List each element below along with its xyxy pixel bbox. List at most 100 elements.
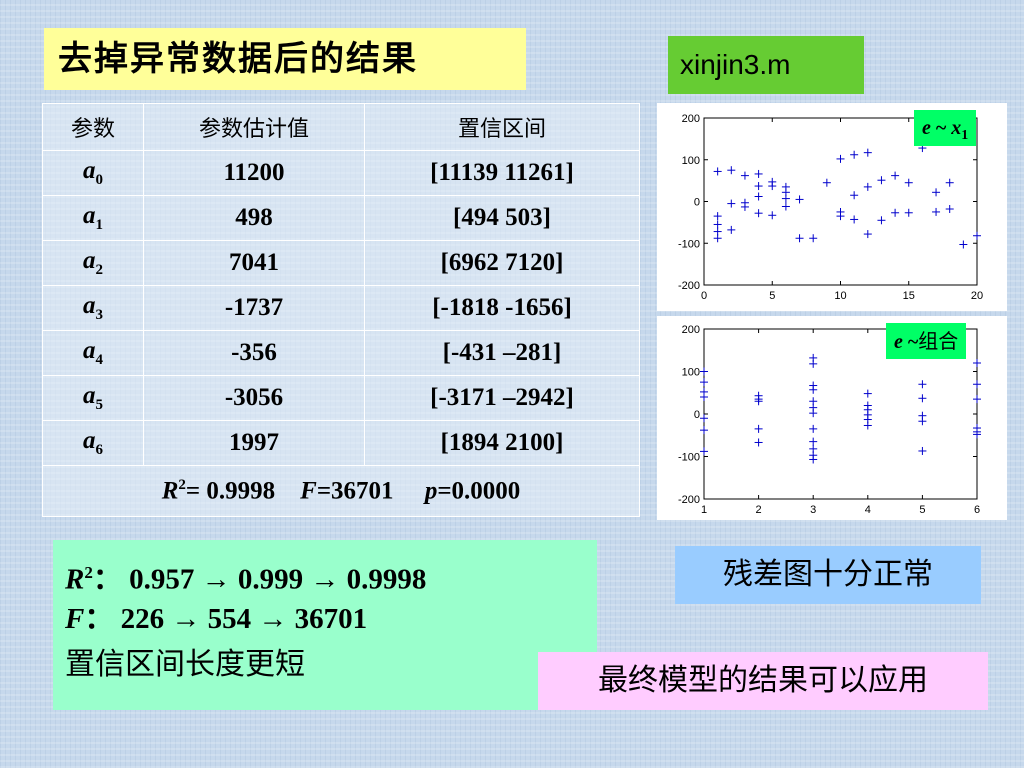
data-point-plus (713, 167, 722, 176)
y-tick-label: 100 (682, 367, 700, 379)
data-point-plus (836, 212, 845, 221)
r2-value: = 0.9998 (185, 477, 276, 505)
ci-cell: [11139 11261] (364, 150, 640, 196)
ci-cell: [494 503] (364, 195, 640, 241)
estimate-cell: 1997 (143, 420, 365, 466)
data-point-plus (877, 176, 886, 185)
data-point-plus (973, 430, 981, 439)
estimate-cell: -1737 (143, 285, 365, 331)
data-point-plus (809, 359, 818, 368)
data-point-plus (700, 447, 708, 456)
data-point-plus (850, 191, 859, 200)
param-subscript: 5 (95, 397, 104, 413)
table-row: a4 -356 [-431 –281] (42, 330, 640, 376)
y-tick-label: 0 (694, 409, 700, 421)
data-point-plus (877, 216, 886, 225)
param-symbol: a (83, 337, 96, 364)
param-name-cell: a3 (42, 285, 144, 331)
residual-plot-combo: 1 2 3 4 5 6 -200 -100 0 100 200 (657, 316, 1007, 520)
param-name-cell: a6 (42, 420, 144, 466)
y-tick-label: -200 (678, 494, 700, 506)
y-tick-label: 200 (682, 113, 700, 125)
residual-plot-x1-tag: e ~ x1 (914, 110, 977, 146)
x-tick-label: 4 (865, 504, 871, 516)
y-tick-label: -100 (678, 238, 700, 250)
data-point-plus (904, 208, 913, 217)
estimate-cell: -356 (143, 330, 365, 376)
y-tick-label: 100 (682, 155, 700, 167)
f-comparison: F： 226 → 554 → 36701 (65, 596, 585, 642)
p-symbol: p (424, 477, 438, 505)
data-point-plus (891, 208, 900, 217)
data-point-plus (713, 227, 722, 236)
tag1-x-sub: 1 (961, 128, 969, 143)
table-row: a6 1997 [1894 2100] (42, 420, 640, 466)
data-point-plus (973, 359, 981, 367)
data-point-plus (713, 234, 722, 243)
data-point-plus (713, 212, 722, 221)
r2-comparison: R2： 0.957 → 0.999 → 0.9998 (65, 550, 585, 596)
tag2-e: e (894, 331, 903, 353)
tag2-cn: 组合 (918, 329, 959, 353)
param-symbol: a (83, 247, 96, 274)
table-row: a0 11200 [11139 11261] (42, 150, 640, 196)
data-point-plus (700, 367, 708, 376)
x-tick-label: 10 (834, 290, 846, 302)
data-point-plus (891, 171, 900, 180)
param-subscript: 1 (95, 217, 104, 233)
data-point-plus (754, 209, 763, 218)
comparison-box: R2： 0.957 → 0.999 → 0.9998 F： 226 → 554 … (53, 540, 597, 710)
data-point-plus (863, 421, 872, 430)
x-tick-label: 5 (919, 504, 925, 516)
data-point-plus (768, 182, 777, 191)
data-point-plus (918, 380, 927, 389)
param-subscript: 6 (95, 442, 104, 458)
data-point-plus (973, 380, 981, 389)
parameter-table: 参数 参数估计值 置信区间 a0 11200 [11139 11261] a1 498[… (42, 103, 640, 517)
x-tick-label: 3 (810, 504, 816, 516)
table-row: a3 -1737 [-1818 -1656] (42, 285, 640, 331)
data-point-plus (973, 395, 981, 404)
data-point-plus (781, 202, 790, 211)
r2-symbol: R (161, 477, 179, 505)
tag1-tilde: ~ (930, 117, 952, 139)
tag1-x: x (951, 117, 962, 139)
data-point-plus (781, 194, 790, 203)
data-point-plus (973, 231, 981, 240)
table-row: a5 -3056 [-3171 –2942] (42, 375, 640, 421)
estimate-cell: -3056 (143, 375, 365, 421)
x-tick-label: 20 (971, 290, 983, 302)
residual-plot-combo-tag: e ~组合 (886, 323, 967, 359)
ci-cell: [6962 7120] (364, 240, 640, 286)
data-point-plus (945, 205, 954, 214)
cmp-r2-sup: 2 (84, 563, 93, 582)
data-point-plus (822, 178, 831, 187)
data-point-plus (754, 182, 763, 191)
param-name-cell: a2 (42, 240, 144, 286)
x-tick-label: 2 (756, 504, 762, 516)
data-point-plus (795, 234, 804, 243)
table-row: a1 498 [494 503] (42, 195, 640, 241)
data-point-plus (918, 446, 927, 455)
data-point-plus (918, 394, 927, 403)
cmp-r2-text: ： 0.957 → 0.999 → 0.9998 (92, 563, 427, 596)
x-tick-label: 5 (769, 290, 775, 302)
param-symbol: a (83, 427, 96, 454)
residual-plot-x1-svg: 0 5 10 15 20 -200 -100 0 100 200 (678, 113, 983, 302)
param-subscript: 2 (95, 262, 104, 278)
data-point-plus (918, 417, 927, 426)
estimate-cell: 7041 (143, 240, 365, 286)
ci-cell: [1894 2100] (364, 420, 640, 466)
data-point-plus (700, 393, 708, 401)
data-point-plus (809, 424, 818, 433)
data-point-plus (700, 426, 708, 435)
data-point-plus (754, 438, 763, 447)
data-point-plus (727, 199, 736, 208)
ci-comparison: 置信区间长度更短 (65, 647, 305, 682)
data-point-plus (727, 225, 736, 234)
param-symbol: a (83, 157, 96, 184)
data-point-plus (754, 424, 763, 433)
data-point-plus (754, 192, 763, 201)
table-header-row: 参数 参数估计值 置信区间 (42, 103, 640, 151)
y-tick-label: -200 (678, 280, 700, 292)
